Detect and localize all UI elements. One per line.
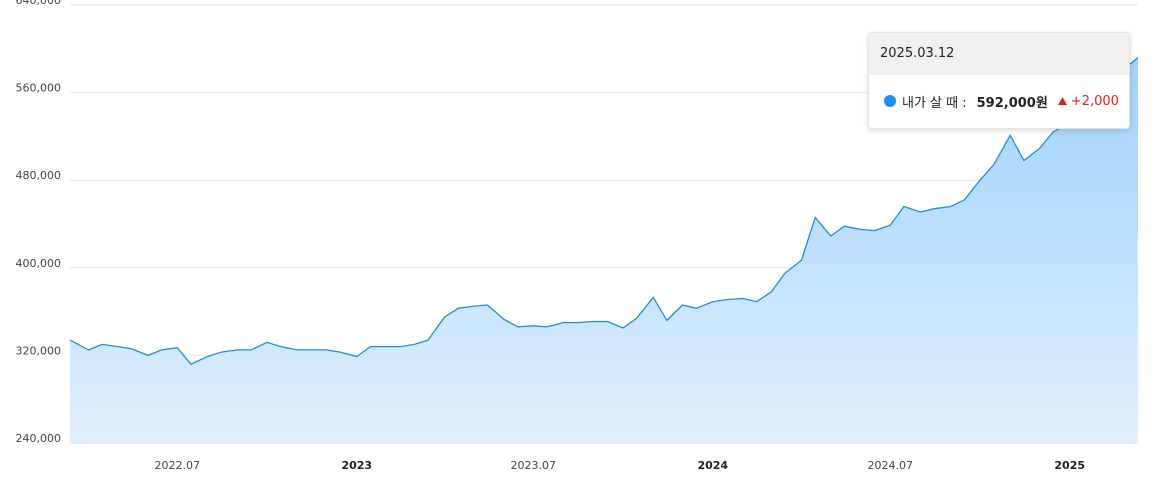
up-triangle: [1057, 97, 1067, 105]
x-tick-label: 2023: [341, 459, 372, 472]
y-tick-label: 640,000: [16, 0, 62, 7]
tooltip-value: 592,000원: [976, 95, 1048, 111]
tooltip-row: 내가 살 때 : 592,000원 +2,000: [869, 75, 1129, 127]
tooltip-dot: [884, 95, 896, 107]
y-tick-label: 480,000: [16, 169, 62, 182]
tooltip-label: 내가 살 때 :: [902, 95, 967, 111]
y-tick-label: 320,000: [16, 344, 62, 357]
y-tick-label: 240,000: [16, 432, 62, 445]
line: [69, 57, 1139, 366]
y-tick-label: 560,000: [16, 82, 62, 95]
x-tick-label: 2024.07: [868, 459, 914, 472]
x-tick-label: 2024: [697, 459, 728, 472]
tooltip: 2025.03.12 내가 살 때 : 592,000원 +2,000: [868, 32, 1130, 129]
x-tick-label: 2022.07: [155, 459, 201, 472]
area: [70, 57, 1138, 443]
x-tick-label: 2025: [1054, 459, 1085, 472]
y-tick-label: 400,000: [16, 257, 62, 270]
tooltip-date: 2025.03.12: [869, 33, 1129, 75]
tooltip-change: +2,000: [1070, 93, 1119, 109]
x-tick-label: 2023.07: [511, 459, 557, 472]
